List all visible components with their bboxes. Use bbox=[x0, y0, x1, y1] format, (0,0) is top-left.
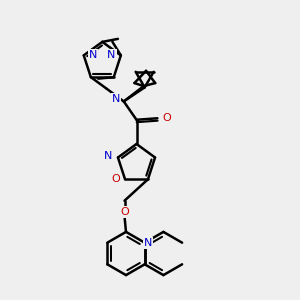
Text: N: N bbox=[89, 50, 97, 60]
Text: N: N bbox=[112, 94, 120, 104]
Text: O: O bbox=[163, 113, 172, 123]
Text: N: N bbox=[104, 151, 112, 161]
Text: O: O bbox=[112, 174, 120, 184]
Text: N: N bbox=[107, 50, 116, 60]
Text: N: N bbox=[143, 238, 152, 248]
Text: O: O bbox=[120, 207, 129, 217]
